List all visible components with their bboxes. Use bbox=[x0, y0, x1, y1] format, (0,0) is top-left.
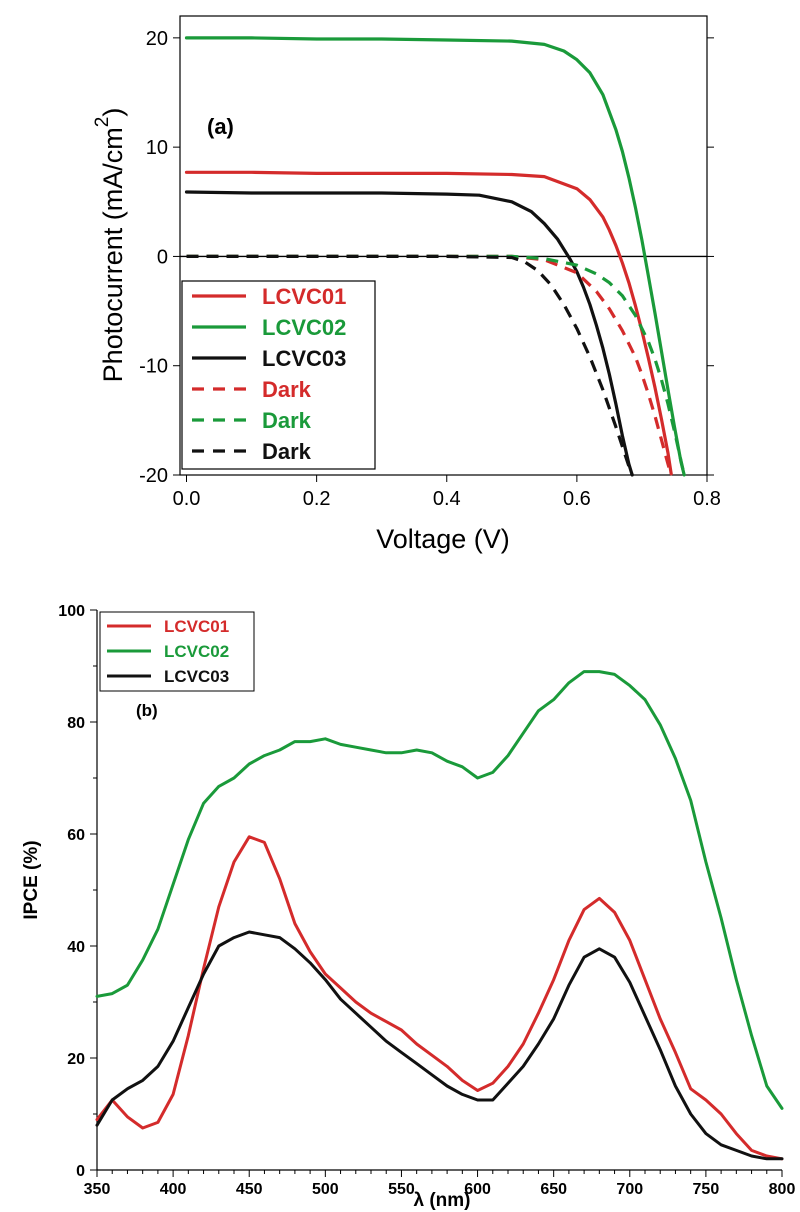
ipce-series-line-lcvc02 bbox=[95, 670, 784, 1110]
panel-b-ipce: 350 400 450 500 550 600 650 700 750 800 0 20 40 60 80 1… bbox=[21, 603, 795, 1211]
series-line-dark-dashed-3 bbox=[186, 254, 673, 476]
panel-b-x-tick-label: 450 bbox=[236, 1181, 263, 1198]
panel-a-x-tick-label: 0.8 bbox=[693, 488, 721, 510]
panel-b-axes: 350 400 450 500 550 600 650 700 750 800 0 20 40 60 80 1… bbox=[58, 603, 795, 1198]
panel-a-ticks: 0.0 0.2 0.4 0.6 0.8 -20 -10 0 10 20 bbox=[139, 28, 721, 510]
panel-a-y-tick-label: 0 bbox=[157, 246, 168, 268]
panel-b-x-tick-label: 350 bbox=[84, 1181, 111, 1198]
ipce-series-line-lcvc01 bbox=[95, 835, 784, 1161]
panel-a-iv-curves: 0.0 0.2 0.4 0.6 0.8 -20 -10 0 10 20 (a) Photocurr… bbox=[92, 15, 721, 554]
panel-b-series bbox=[95, 670, 784, 1161]
ipce-legend-label-lcvc02: LCVC02 bbox=[164, 642, 229, 661]
panel-b-x-axis-label: λ (nm) bbox=[414, 1190, 471, 1211]
ipce-series-line-lcvc03 bbox=[95, 930, 784, 1161]
svg-text:Photocurrent (mA/cm2): Photocurrent (mA/cm2) bbox=[92, 108, 128, 383]
panel-b-y-tick-label: 80 bbox=[67, 715, 85, 732]
panel-b-y-tick-label: 20 bbox=[67, 1051, 85, 1068]
panel-a-y-axis-title: Photocurrent (mA/cm2) bbox=[92, 108, 128, 383]
panel-a-annotation: (a) bbox=[207, 114, 234, 139]
panel-b-x-tick-label: 400 bbox=[160, 1181, 187, 1198]
panel-a-x-axis-label: Voltage (V) bbox=[376, 524, 510, 554]
panel-a-y-axis-label-superscript: 2 bbox=[92, 117, 113, 128]
series-line-lcvc01 bbox=[184, 170, 673, 476]
panel-a-y-axis-label-close: ) bbox=[98, 108, 128, 117]
panel-a-plot-frame bbox=[179, 15, 708, 476]
panel-a-y-tick-label: 10 bbox=[146, 137, 168, 159]
ipce-legend-label-lcvc01: LCVC01 bbox=[164, 617, 229, 636]
panel-b-x-tick-label: 650 bbox=[540, 1181, 567, 1198]
legend-label-dark: Dark bbox=[262, 408, 312, 433]
panel-b-y-axis-label: IPCE (%) bbox=[21, 840, 42, 919]
legend-label-dark: Dark bbox=[262, 377, 312, 402]
panel-b-x-tick-label: 800 bbox=[769, 1181, 796, 1198]
panel-a-y-axis-label: Photocurrent (mA/cm bbox=[98, 127, 128, 382]
panel-a-y-tick-label: 20 bbox=[146, 28, 168, 50]
panel-a-legend-box bbox=[181, 280, 376, 470]
panel-b-legend: LCVC01 LCVC02 LCVC03 bbox=[99, 611, 255, 692]
ipce-legend-label-lcvc03: LCVC03 bbox=[164, 667, 229, 686]
panel-a-x-tick-label: 0.6 bbox=[563, 488, 591, 510]
legend-label-lcvc03: LCVC03 bbox=[262, 346, 346, 371]
series-line-lcvc02 bbox=[184, 36, 686, 477]
panel-b-y-tick-label: 40 bbox=[67, 939, 85, 956]
panel-a-x-tick-label: 0.0 bbox=[173, 488, 201, 510]
panel-b-x-tick-label: 750 bbox=[693, 1181, 720, 1198]
panel-a-legend: LCVC01 LCVC02 LCVC03 Dark Dark Dark bbox=[181, 280, 376, 470]
panel-b-annotation: (b) bbox=[136, 701, 158, 720]
panel-b-x-tick-label: 500 bbox=[312, 1181, 339, 1198]
panel-a-x-tick-label: 0.2 bbox=[303, 488, 331, 510]
panel-a-series bbox=[184, 36, 686, 477]
panel-b-x-tick-label: 550 bbox=[388, 1181, 415, 1198]
legend-label-lcvc02: LCVC02 bbox=[262, 315, 346, 340]
panel-b-y-tick-label: 60 bbox=[67, 827, 85, 844]
series-line-lcvc03 bbox=[184, 190, 634, 477]
panel-b-y-tick-label: 0 bbox=[76, 1163, 85, 1180]
panel-b-x-tick-label: 600 bbox=[464, 1181, 491, 1198]
panel-a-x-tick-label: 0.4 bbox=[433, 488, 461, 510]
panel-a-y-tick-label: -20 bbox=[139, 465, 168, 487]
legend-label-lcvc01: LCVC01 bbox=[262, 284, 346, 309]
series-line-dark-dashed-5 bbox=[186, 254, 634, 476]
panel-b-y-tick-label: 100 bbox=[58, 603, 85, 620]
legend-label-dark: Dark bbox=[262, 439, 312, 464]
panel-b-x-tick-label: 700 bbox=[616, 1181, 643, 1198]
panel-a-y-tick-label: -10 bbox=[139, 356, 168, 378]
